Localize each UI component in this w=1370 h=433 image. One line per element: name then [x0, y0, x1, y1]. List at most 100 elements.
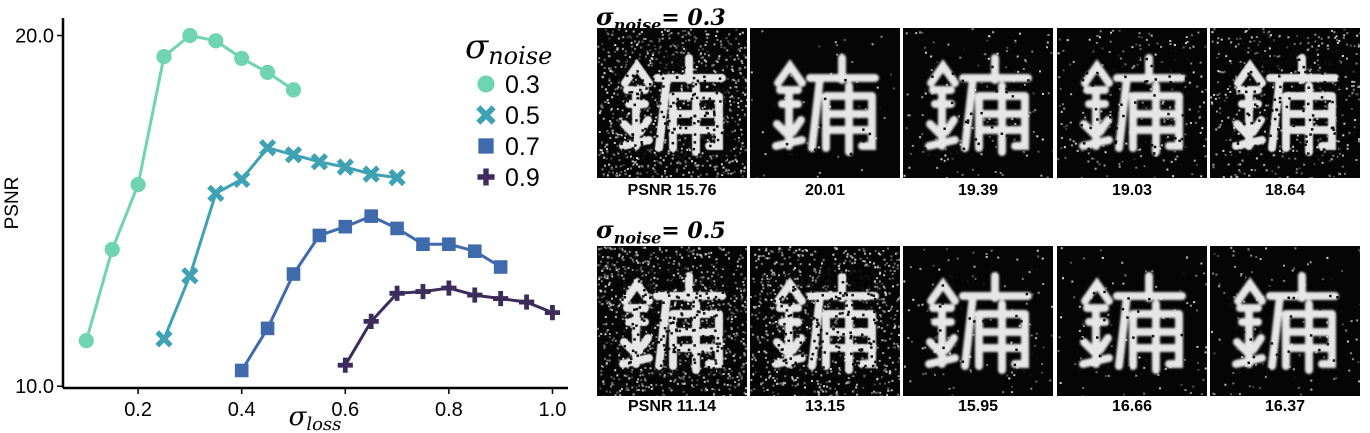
psnr-caption: PSNR 11.14 [627, 398, 717, 415]
data-point [467, 244, 482, 259]
x-tick-label: 0.8 [435, 399, 463, 421]
series-0.3 [78, 27, 302, 349]
glyph-image [1057, 28, 1207, 178]
data-point [416, 237, 430, 252]
data-point [207, 184, 225, 202]
result-image [1210, 246, 1360, 396]
psnr-caption: PSNR 15.76 [627, 182, 717, 199]
glyph-image [1210, 246, 1360, 396]
chart-series [78, 27, 561, 378]
data-point [233, 170, 251, 188]
psnr-caption: 20.01 [804, 182, 846, 199]
data-point [336, 158, 354, 176]
psnr-caption: 16.66 [1111, 398, 1153, 415]
data-point [155, 330, 173, 348]
result-image [750, 28, 900, 178]
series-line [162, 146, 398, 340]
glyph-image [1210, 28, 1360, 178]
data-point [415, 283, 431, 300]
legend-marker [478, 138, 494, 154]
series-line [84, 33, 295, 342]
legend-label: 0.7 [505, 133, 540, 161]
psnr-caption: 18.64 [1264, 182, 1306, 199]
data-point [130, 176, 146, 193]
data-point [493, 260, 508, 274]
x-tick-label: 0.2 [124, 399, 152, 421]
data-point [390, 221, 404, 236]
y-tick-label: 20.0 [15, 26, 54, 48]
data-point [518, 294, 535, 310]
legend-label: 0.9 [505, 164, 540, 192]
data-point [362, 165, 380, 183]
data-point [156, 48, 172, 65]
psnr-caption: 19.39 [957, 182, 999, 199]
y-tick-label: 10.0 [15, 376, 54, 398]
data-point [467, 287, 483, 303]
glyph-image [903, 246, 1053, 396]
data-point [389, 285, 405, 301]
data-point [337, 357, 353, 373]
data-point [363, 313, 379, 329]
data-point [181, 267, 199, 285]
legend-label: 0.5 [505, 102, 540, 130]
data-point [388, 168, 406, 187]
legend-label: 0.3 [505, 71, 540, 99]
result-image [750, 246, 900, 396]
data-point [208, 33, 224, 49]
y-axis-label: PSNR [2, 177, 23, 230]
series-line [240, 214, 502, 372]
chart-axes: 0.2 0.4 0.6 0.8 1.0 10.0 20.0 PSNR σloss [2, 18, 568, 433]
data-point [182, 27, 198, 44]
glyph-image [903, 28, 1053, 178]
series-line [344, 286, 554, 366]
result-image [597, 246, 747, 396]
data-point [258, 139, 277, 157]
legend-title: σnoise [465, 27, 552, 70]
psnr-caption: 16.37 [1264, 398, 1306, 415]
series-0.5 [155, 139, 406, 348]
x-tick-label: 1.0 [539, 399, 567, 421]
glyph-image [750, 246, 900, 396]
glyph-image [1057, 246, 1207, 396]
data-point [285, 82, 302, 98]
data-point [364, 209, 378, 223]
data-point [544, 304, 561, 321]
result-image [903, 28, 1053, 178]
data-point [234, 363, 249, 378]
panel-title: σnoise= 0.5 [596, 215, 726, 248]
series-0.9 [337, 280, 561, 373]
data-point [259, 64, 276, 80]
data-point [312, 228, 327, 243]
psnr-caption: 13.15 [804, 398, 846, 415]
data-point [338, 219, 353, 234]
result-image [1057, 28, 1207, 178]
result-image [1210, 28, 1360, 178]
result-image [903, 246, 1053, 396]
data-point [234, 50, 250, 66]
psnr-caption: 19.03 [1111, 182, 1153, 199]
glyph-image [597, 28, 747, 178]
result-image [1057, 246, 1207, 396]
data-point [441, 280, 457, 296]
data-point [104, 241, 120, 258]
glyph-image [750, 28, 900, 178]
x-axis-label: σloss [289, 402, 342, 433]
legend-marker [477, 168, 495, 186]
data-point [260, 321, 275, 336]
data-point [284, 146, 303, 164]
data-point [493, 290, 509, 307]
x-tick-label: 0.6 [331, 399, 359, 421]
psnr-caption: 15.95 [957, 398, 999, 415]
result-image [597, 28, 747, 178]
data-point [78, 333, 94, 349]
x-tick-label: 0.4 [228, 399, 256, 421]
glyph-image [597, 246, 747, 396]
data-point [286, 267, 301, 281]
legend-marker [477, 75, 495, 93]
data-point [442, 237, 456, 252]
data-point [310, 153, 329, 171]
series-0.7 [234, 209, 508, 378]
legend-marker [476, 105, 496, 125]
